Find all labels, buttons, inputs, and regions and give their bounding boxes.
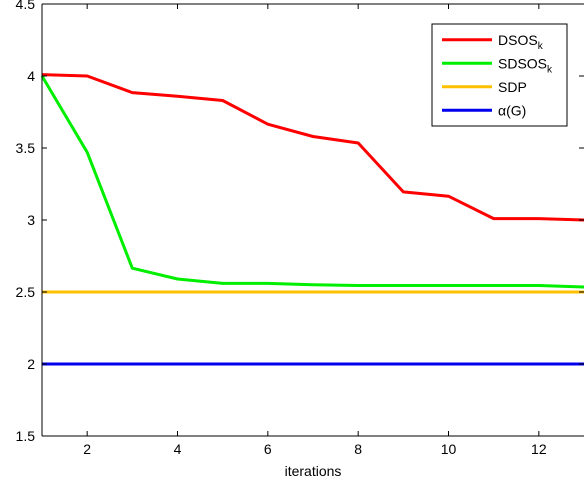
- legend-subscript: k: [547, 64, 553, 75]
- y-tick-label: 3: [27, 212, 35, 228]
- series-layer: [40, 73, 584, 366]
- x-tick-label: 2: [83, 441, 91, 457]
- y-tick-label: 3.5: [16, 140, 36, 156]
- y-tick-label: 2: [27, 356, 35, 372]
- tick-layer: 2 4 6 8 10 12 1.5 2 2.5 3 3.5 4 4.5: [16, 0, 584, 457]
- y-tick-label: 4: [27, 68, 35, 84]
- x-tick-label: 8: [354, 441, 362, 457]
- legend-label: DSOSk: [498, 32, 544, 52]
- legend-label: SDSOSk: [498, 55, 553, 75]
- legend-subscript: k: [538, 41, 544, 52]
- y-tick-label: 2.5: [16, 284, 36, 300]
- x-tick-label: 4: [174, 441, 182, 457]
- series-line-1: [41, 73, 584, 222]
- y-tick-label: 4.5: [16, 0, 36, 12]
- legend: DSOSk SDSOSk SDP α(G): [431, 23, 568, 127]
- x-tick-label: 10: [441, 441, 457, 457]
- series-line-2: [40, 75, 584, 289]
- x-tick-label: 6: [264, 441, 272, 457]
- legend-label: SDP: [498, 79, 527, 95]
- y-tick-label: 1.5: [16, 428, 36, 444]
- x-axis-label: iterations: [285, 463, 342, 479]
- legend-label: α(G): [498, 102, 526, 118]
- x-tick-label: 12: [531, 441, 547, 457]
